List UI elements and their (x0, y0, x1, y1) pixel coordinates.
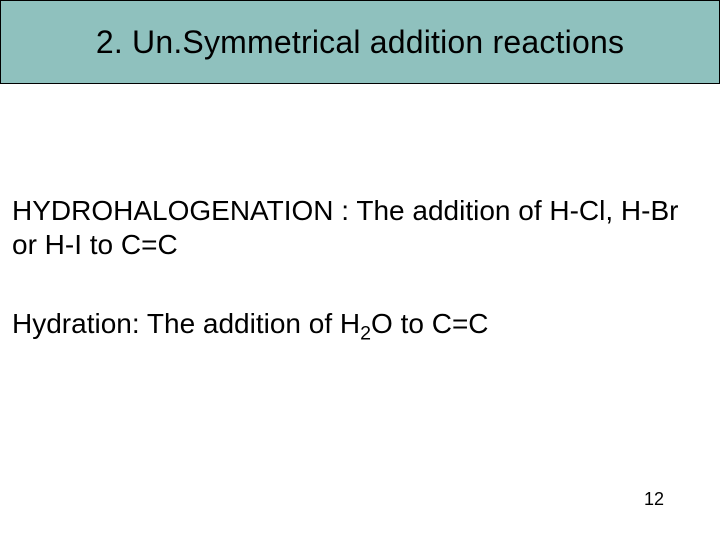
page-number: 12 (644, 489, 664, 510)
title-band: 2. Un.Symmetrical addition reactions (0, 0, 720, 84)
p2-pre: Hydration: The addition of H (12, 308, 360, 339)
paragraph-hydration: Hydration: The addition of H2O to C=C (12, 307, 708, 341)
p2-subscript: 2 (360, 323, 371, 345)
p1-text: HYDROHALOGENATION : The addition of H-Cl… (12, 195, 678, 260)
slide-title: 2. Un.Symmetrical addition reactions (96, 24, 624, 61)
paragraph-hydrohalogenation: HYDROHALOGENATION : The addition of H-Cl… (12, 194, 708, 262)
p2-post: O to C=C (371, 308, 488, 339)
